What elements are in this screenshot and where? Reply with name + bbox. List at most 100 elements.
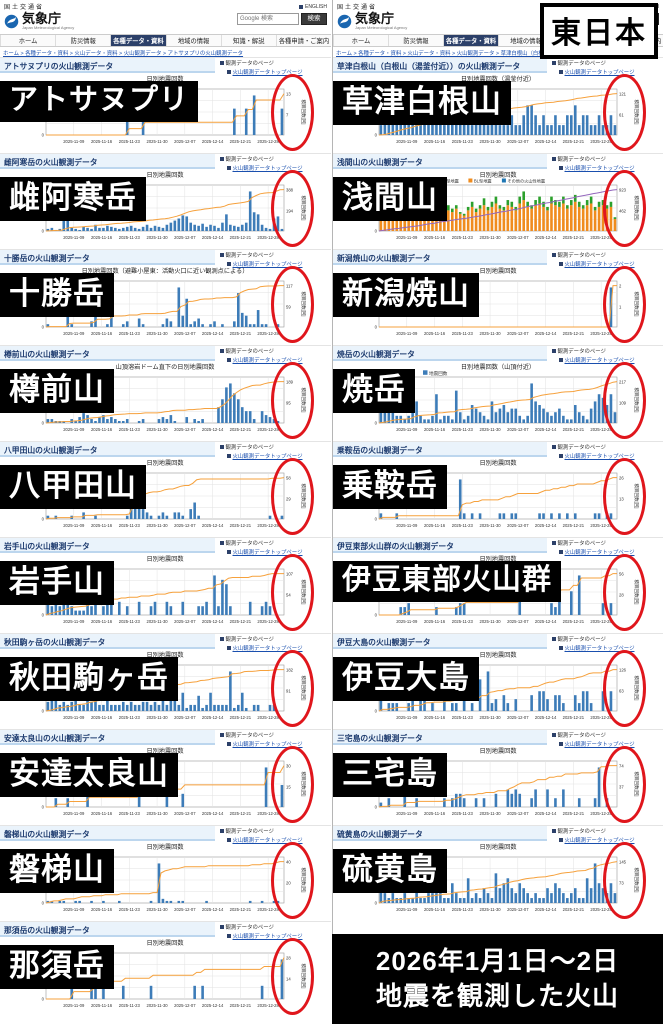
svg-text:2025-12-21: 2025-12-21	[230, 715, 252, 720]
chart-area: 2025-11-09 2025-11-16 2025-11-23 2025-11-30…	[0, 745, 331, 825]
bullet-icon	[552, 157, 556, 161]
nav-item-5[interactable]: 各種申請・ご案内	[275, 35, 331, 46]
volcano-data-top-link[interactable]: 火山観測データトップページ	[227, 548, 331, 556]
svg-text:2025-11-30: 2025-11-30	[147, 523, 169, 528]
bullet-icon	[552, 733, 556, 737]
svg-text:2025-12-28: 2025-12-28	[590, 235, 612, 240]
svg-text:0: 0	[42, 229, 45, 234]
nav-item-3[interactable]: 地域の情報	[498, 35, 553, 46]
volcano-name-overlay: 樽前山	[0, 369, 114, 413]
highlight-ellipse	[271, 650, 314, 727]
agency-name: 気象庁	[22, 11, 62, 26]
english-link[interactable]: ENGLISH	[237, 4, 327, 10]
volcano-data-top-link[interactable]: 火山観測データトップページ	[559, 740, 663, 748]
header-right: ENGLISH 検索	[237, 2, 327, 32]
svg-text:2025-12-14: 2025-12-14	[535, 139, 557, 144]
svg-text:2025-12-28: 2025-12-28	[590, 907, 612, 912]
nav-item-1[interactable]: 防災情報	[388, 35, 443, 46]
observation-links-heading: 観測データのページ	[220, 443, 331, 451]
svg-text:2025-12-28: 2025-12-28	[590, 523, 612, 528]
volcano-name-overlay: 新潟焼山	[333, 273, 479, 317]
observation-links-heading: 観測データのページ	[220, 635, 331, 643]
observation-links: 観測データのページ 火山観測データトップページ	[547, 442, 663, 460]
volcano-data-top-link[interactable]: 火山観測データトップページ	[227, 260, 331, 268]
svg-text:2025-11-30: 2025-11-30	[147, 715, 169, 720]
nav-item-2[interactable]: 各種データ・資料	[443, 35, 498, 46]
volcano-data-top-link[interactable]: 火山観測データトップページ	[559, 452, 663, 460]
volcano-data-top-link[interactable]: 火山観測データトップページ	[559, 260, 663, 268]
volcano-data-top-link[interactable]: 火山観測データトップページ	[559, 68, 663, 76]
search-button[interactable]: 検索	[301, 13, 327, 25]
panel-header: 樽前山の火山観測データ 観測データのページ 火山観測データトップページ	[0, 346, 331, 364]
observation-links-heading: 観測データのページ	[220, 731, 331, 739]
bullet-icon	[227, 742, 231, 746]
volcano-data-top-link[interactable]: 火山観測データトップページ	[559, 356, 663, 364]
breadcrumb[interactable]: ホーム > 各種データ・資料 > 火山データ・資料 > 火山観測データ > 草津…	[336, 51, 628, 57]
chart-area: 2025-11-09 2025-11-16 2025-11-23 2025-11-30…	[0, 649, 331, 729]
svg-text:日別地震回数: 日別地震回数	[479, 171, 517, 179]
volcano-data-top-link[interactable]: 火山観測データトップページ	[227, 836, 331, 844]
bullet-icon	[559, 70, 563, 74]
nav-item-0[interactable]: ホーム	[0, 35, 55, 46]
svg-text:2025-11-09: 2025-11-09	[396, 139, 418, 144]
svg-text:2025-12-07: 2025-12-07	[174, 907, 196, 912]
volcano-data-top-link[interactable]: 火山観測データトップページ	[559, 164, 663, 172]
volcano-data-top-link[interactable]: 火山観測データトップページ	[227, 68, 331, 76]
nav-item-4[interactable]: 知識・解説	[220, 35, 276, 46]
svg-text:2025-11-09: 2025-11-09	[63, 1003, 85, 1008]
volcano-data-top-link[interactable]: 火山観測データトップページ	[227, 644, 331, 652]
observation-links: 観測データのページ 火山観測データトップページ	[215, 58, 331, 76]
svg-text:2025-12-28: 2025-12-28	[590, 139, 612, 144]
svg-text:2025-12-21: 2025-12-21	[230, 235, 252, 240]
svg-text:2025-12-07: 2025-12-07	[507, 427, 529, 432]
svg-text:日別地震回数: 日別地震回数	[479, 651, 517, 659]
observation-links-heading: 観測データのページ	[552, 731, 663, 739]
panel-title: 浅間山の火山観測データ	[333, 154, 547, 169]
observation-links: 観測データのページ 火山観測データトップページ	[215, 346, 331, 364]
panel-header: 浅間山の火山観測データ 観測データのページ 火山観測データトップページ	[333, 154, 663, 172]
volcano-panel: アトサヌプリの火山観測データ 観測データのページ 火山観測データトップページ 2…	[0, 57, 331, 153]
svg-text:2025-11-23: 2025-11-23	[119, 1003, 141, 1008]
search-input[interactable]	[237, 13, 299, 25]
nav-item-1[interactable]: 防災情報	[55, 35, 110, 46]
volcano-data-top-link[interactable]: 火山観測データトップページ	[227, 164, 331, 172]
chart-area: 2025-11-09 2025-11-16 2025-11-23 2025-11-30…	[333, 265, 663, 345]
svg-text:2025-12-14: 2025-12-14	[202, 139, 224, 144]
volcano-name-overlay: 岩手山	[0, 561, 114, 605]
nav-item-0[interactable]: ホーム	[333, 35, 388, 46]
highlight-ellipse	[603, 170, 646, 247]
svg-text:2025-12-21: 2025-12-21	[230, 427, 252, 432]
svg-text:2025-11-23: 2025-11-23	[119, 139, 141, 144]
panel-title: 那須岳の火山観測データ	[0, 922, 215, 937]
volcano-data-top-link[interactable]: 火山観測データトップページ	[227, 740, 331, 748]
nav-item-2[interactable]: 各種データ・資料	[110, 35, 166, 46]
svg-text:日別地震回数: 日別地震回数	[146, 747, 184, 755]
volcano-name-overlay: 硫黄島	[333, 849, 447, 893]
svg-text:2025-11-16: 2025-11-16	[91, 427, 113, 432]
svg-text:2025-11-23: 2025-11-23	[452, 907, 474, 912]
volcano-name-overlay: 八甲田山	[0, 465, 146, 509]
observation-links: 観測データのページ 火山観測データトップページ	[547, 58, 663, 76]
svg-text:2025-12-14: 2025-12-14	[202, 523, 224, 528]
volcano-data-top-link[interactable]: 火山観測データトップページ	[559, 548, 663, 556]
breadcrumb[interactable]: ホーム > 各種データ・資料 > 火山データ・資料 > 火山観測データ > アト…	[3, 51, 244, 57]
nav-item-3[interactable]: 地域の情報	[165, 35, 221, 46]
svg-text:日別地震回数: 日別地震回数	[146, 651, 184, 659]
volcano-data-top-link[interactable]: 火山観測データトップページ	[227, 356, 331, 364]
volcano-data-top-link[interactable]: 火山観測データトップページ	[227, 452, 331, 460]
svg-text:2025-11-09: 2025-11-09	[396, 235, 418, 240]
svg-text:2025-11-09: 2025-11-09	[63, 811, 85, 816]
svg-text:日別地震回数: 日別地震回数	[479, 267, 517, 275]
svg-text:2025-11-30: 2025-11-30	[147, 907, 169, 912]
volcano-data-top-link[interactable]: 火山観測データトップページ	[227, 932, 331, 940]
volcano-data-top-link[interactable]: 火山観測データトップページ	[559, 836, 663, 844]
panel-header: 磐梯山の火山観測データ 観測データのページ 火山観測データトップページ	[0, 826, 331, 844]
svg-text:BH型地震: BH型地震	[440, 178, 459, 185]
svg-text:2025-11-09: 2025-11-09	[396, 331, 418, 336]
panel-title: 岩手山の火山観測データ	[0, 538, 215, 553]
svg-text:2025-11-30: 2025-11-30	[480, 139, 502, 144]
observation-links-heading: 観測データのページ	[552, 443, 663, 451]
svg-text:0: 0	[42, 517, 45, 522]
volcano-name-overlay: 伊豆大島	[333, 657, 479, 701]
volcano-data-top-link[interactable]: 火山観測データトップページ	[559, 644, 663, 652]
